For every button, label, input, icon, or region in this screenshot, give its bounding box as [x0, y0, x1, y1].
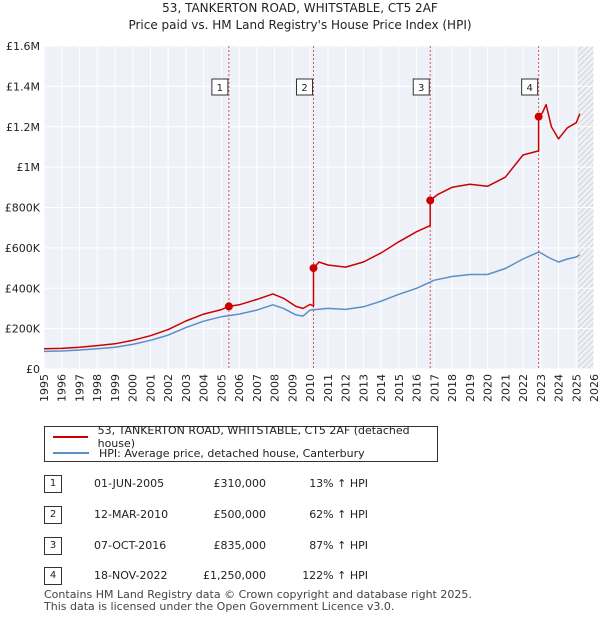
y-tick-label: £1M — [17, 161, 41, 174]
x-tick-label: 2022 — [517, 374, 530, 402]
x-tick-label: 2025 — [570, 374, 583, 402]
transaction-hpi-change: 13% ↑ HPI — [309, 477, 368, 490]
transaction-hpi-change: 62% ↑ HPI — [309, 508, 368, 521]
sale-point — [309, 264, 318, 273]
transaction-number-badge: 2 — [44, 506, 62, 524]
hpi-series-line — [43, 251, 581, 353]
transaction-row: 4 18-NOV-2022 £1,250,000 122% ↑ HPI — [44, 567, 444, 587]
x-tick-label: 2019 — [464, 374, 477, 402]
x-tick-label: 2004 — [198, 374, 211, 402]
x-tick-label: 2006 — [233, 374, 246, 402]
marker-label: 2 — [301, 83, 307, 94]
sale-point — [534, 112, 543, 121]
x-tick-label: 2014 — [375, 374, 388, 402]
x-tick-label: 2003 — [180, 374, 193, 402]
footer-line-licence: This data is licensed under the Open Gov… — [44, 600, 395, 613]
legend: 53, TANKERTON ROAD, WHITSTABLE, CT5 2AF … — [44, 424, 438, 462]
x-tick-label: 2020 — [482, 374, 495, 402]
chart-title: 53, TANKERTON ROAD, WHITSTABLE, CT5 2AF — [162, 1, 438, 15]
transaction-row: 3 07-OCT-2016 £835,000 87% ↑ HPI — [44, 537, 444, 557]
legend-item-hpi: HPI: Average price, detached house, Cant… — [53, 445, 365, 461]
x-tick-label: 2008 — [269, 374, 282, 402]
sale-point — [224, 302, 233, 311]
legend-label-hpi: HPI: Average price, detached house, Cant… — [99, 446, 365, 460]
marker-label: 1 — [217, 83, 223, 94]
marker-label: 4 — [526, 83, 532, 94]
transaction-date: 07-OCT-2016 — [94, 539, 167, 552]
x-tick-label: 2024 — [553, 374, 566, 402]
x-tick-label: 2026 — [588, 374, 600, 402]
y-tick-label: £800K — [5, 202, 41, 215]
transaction-number-badge: 4 — [44, 567, 62, 585]
sale-point — [426, 196, 435, 205]
legend-swatch-hpi — [53, 452, 89, 454]
y-tick-label: £1.6M — [6, 40, 40, 53]
x-tick-label: 2018 — [446, 374, 459, 402]
chart-subtitle: Price paid vs. HM Land Registry's House … — [128, 18, 471, 32]
transaction-date: 18-NOV-2022 — [94, 569, 168, 582]
property-series-line — [43, 103, 581, 350]
x-tick-label: 2002 — [162, 374, 175, 402]
x-tick-label: 2007 — [251, 374, 264, 402]
marker-label-box — [521, 78, 539, 96]
x-tick-label: 2016 — [411, 374, 424, 402]
transaction-hpi-change: 122% ↑ HPI — [302, 569, 368, 582]
price-chart: 53, TANKERTON ROAD, WHITSTABLE, CT5 2AF … — [5, 1, 600, 402]
footer-line-copyright: Contains HM Land Registry data © Crown c… — [44, 588, 472, 601]
footer-attribution: Contains HM Land Registry data © Crown c… — [44, 589, 472, 613]
y-tick-label: £1.2M — [6, 121, 40, 134]
transaction-hpi-change: 87% ↑ HPI — [309, 539, 368, 552]
x-tick-label: 2011 — [322, 374, 335, 402]
legend-label-property: 53, TANKERTON ROAD, WHITSTABLE, CT5 2AF … — [97, 424, 410, 450]
y-tick-label: £1.4M — [6, 80, 40, 93]
x-tick-label: 2012 — [340, 374, 353, 402]
y-tick-label: £200K — [5, 323, 41, 336]
marker-label-box — [211, 78, 229, 96]
x-tick-label: 2005 — [215, 374, 228, 402]
legend-swatch-property — [53, 436, 88, 438]
transaction-price: £1,250,000 — [203, 569, 266, 582]
x-tick-label: 2015 — [393, 374, 406, 402]
x-tick-label: 1997 — [73, 374, 86, 402]
x-tick-label: 2021 — [499, 374, 512, 402]
x-tick-label: 2010 — [304, 374, 317, 402]
transaction-date: 12-MAR-2010 — [94, 508, 169, 521]
x-tick-label: 1995 — [38, 374, 51, 402]
x-tick-label: 2013 — [357, 374, 370, 402]
legend-item-property: 53, TANKERTON ROAD, WHITSTABLE, CT5 2AF … — [53, 424, 437, 450]
y-tick-label: £400K — [5, 282, 41, 295]
transaction-number-badge: 3 — [44, 537, 62, 555]
marker-label-box — [296, 78, 313, 96]
x-tick-label: 2017 — [428, 374, 441, 402]
x-tick-label: 2009 — [286, 374, 299, 402]
marker-label-box — [412, 78, 430, 96]
transaction-date: 01-JUN-2005 — [94, 477, 165, 490]
x-tick-label: 1996 — [56, 374, 69, 402]
x-tick-label: 2001 — [144, 374, 157, 402]
transaction-number-badge: 1 — [44, 475, 62, 493]
y-tick-label: £600K — [5, 242, 41, 255]
transaction-price: £500,000 — [213, 508, 267, 521]
x-tick-label: 2000 — [127, 374, 140, 402]
x-tick-label: 1999 — [109, 374, 122, 402]
transaction-price: £835,000 — [213, 539, 267, 552]
x-tick-label: 2023 — [535, 374, 548, 402]
transaction-price: £310,000 — [213, 477, 267, 490]
y-tick-label: £0 — [26, 363, 40, 376]
marker-label: 3 — [418, 83, 424, 94]
transaction-row: 2 12-MAR-2010 £500,000 62% ↑ HPI — [44, 506, 444, 526]
x-tick-label: 1998 — [91, 374, 104, 402]
transaction-row: 1 01-JUN-2005 £310,000 13% ↑ HPI — [44, 475, 444, 495]
